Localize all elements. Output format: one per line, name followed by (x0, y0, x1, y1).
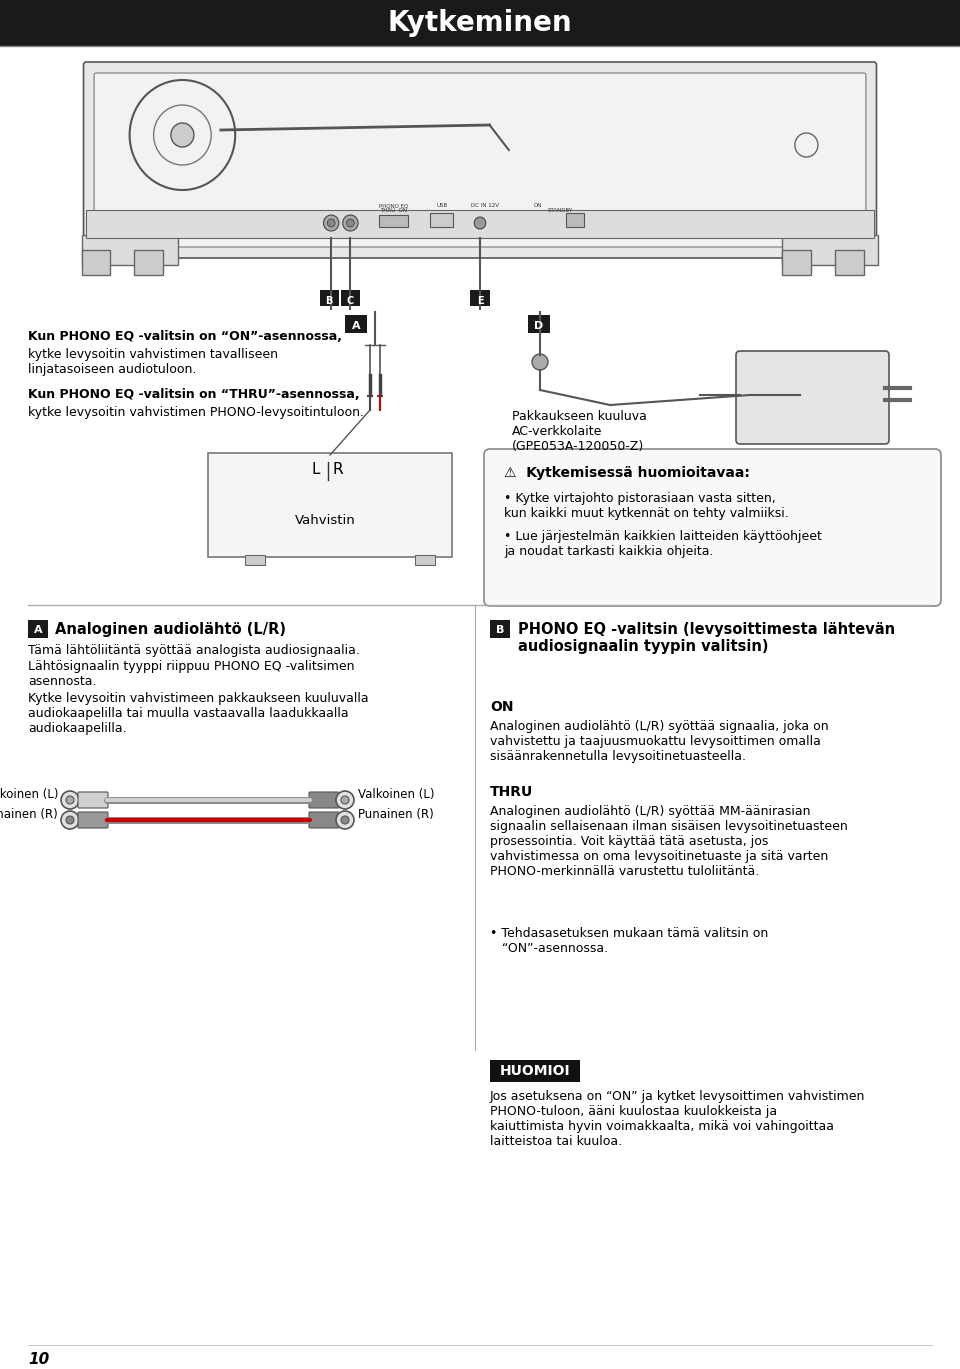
Text: Kytke levysoitin vahvistimeen pakkaukseen kuuluvalla
audiokaapelilla tai muulla : Kytke levysoitin vahvistimeen pakkauksee… (28, 691, 369, 735)
Bar (0, 0, 960, 47)
Text: • Lue järjestelmän kaikkien laitteiden käyttöohjeet
ja noudat tarkasti kaikkia o: • Lue järjestelmän kaikkien laitteiden k… (504, 530, 822, 559)
FancyBboxPatch shape (84, 62, 876, 257)
Text: C: C (347, 296, 354, 307)
Text: STANDBY: STANDBY (547, 208, 572, 214)
Bar (28, 620, 48, 638)
Text: kytke levysoitin vahvistimen tavalliseen
linjatasoiseen audiotuloon.: kytke levysoitin vahvistimen tavalliseen… (28, 348, 278, 376)
Text: Kytkeminen: Kytkeminen (388, 10, 572, 37)
Circle shape (532, 355, 548, 370)
Text: D: D (535, 320, 543, 331)
Text: PHONO EQ: PHONO EQ (379, 203, 408, 208)
Text: • Kytke virtajohto pistorasiaan vasta sitten,
kun kaikki muut kytkennät on tehty: • Kytke virtajohto pistorasiaan vasta si… (504, 491, 789, 520)
Circle shape (61, 791, 79, 809)
Bar (320, 290, 339, 307)
Text: Lähtösignaalin tyyppi riippuu PHONO EQ -valitsimen
asennosta.: Lähtösignaalin tyyppi riippuu PHONO EQ -… (28, 660, 354, 689)
Circle shape (61, 810, 79, 830)
Bar (82, 251, 110, 275)
Bar (490, 1060, 580, 1082)
FancyBboxPatch shape (208, 453, 452, 557)
Circle shape (66, 816, 74, 824)
Text: Jos asetuksena on “ON” ja kytket levysoittimen vahvistimen
PHONO-tuloon, ääni ku: Jos asetuksena on “ON” ja kytket levysoi… (490, 1090, 865, 1149)
Text: ⚠  Kytkemisessä huomioitavaa:: ⚠ Kytkemisessä huomioitavaa: (504, 465, 750, 481)
Circle shape (341, 816, 349, 824)
Text: Vahvistin: Vahvistin (295, 513, 355, 527)
Circle shape (347, 219, 354, 227)
Text: Kun PHONO EQ -valitsin on “ON”-asennossa,: Kun PHONO EQ -valitsin on “ON”-asennossa… (28, 330, 342, 344)
Text: Valkoinen (L): Valkoinen (L) (358, 789, 435, 801)
Text: R: R (332, 461, 343, 476)
Text: L: L (311, 461, 320, 476)
FancyBboxPatch shape (309, 812, 339, 828)
Text: ON: ON (534, 203, 541, 208)
Bar (835, 251, 864, 275)
FancyBboxPatch shape (78, 793, 108, 808)
Text: USB: USB (436, 203, 447, 208)
Bar (82, 235, 178, 266)
Text: kytke levysoitin vahvistimen PHONO-levysoitintuloon.: kytke levysoitin vahvistimen PHONO-levys… (28, 407, 364, 419)
Bar (245, 554, 265, 565)
Text: B: B (325, 296, 333, 307)
Circle shape (336, 791, 354, 809)
Text: Kun PHONO EQ -valitsin on “THRU”-asennossa,: Kun PHONO EQ -valitsin on “THRU”-asennos… (28, 387, 360, 401)
FancyBboxPatch shape (78, 812, 108, 828)
Text: E: E (477, 296, 483, 307)
Text: A: A (351, 320, 360, 331)
Text: THRU: THRU (490, 784, 533, 799)
Bar (566, 214, 584, 227)
Text: Pakkaukseen kuuluva
AC-verkkolaite
(GPE053A-120050-Z): Pakkaukseen kuuluva AC-verkkolaite (GPE0… (512, 409, 647, 453)
Text: A: A (34, 626, 42, 635)
Circle shape (336, 810, 354, 830)
Bar (528, 315, 550, 333)
Bar (470, 290, 490, 307)
Text: Punainen (R): Punainen (R) (358, 808, 434, 821)
Bar (782, 251, 811, 275)
Text: ON: ON (490, 700, 514, 715)
Circle shape (343, 215, 358, 231)
Text: THRU  ON: THRU ON (380, 208, 407, 214)
Circle shape (324, 215, 339, 231)
Text: Analoginen audiolähtö (L/R) syöttää MM-äänirasian
signaalin sellaisenaan ilman s: Analoginen audiolähtö (L/R) syöttää MM-ä… (490, 805, 848, 878)
Circle shape (327, 219, 335, 227)
Circle shape (474, 218, 486, 229)
Bar (345, 315, 367, 333)
FancyBboxPatch shape (309, 793, 339, 808)
Text: B: B (495, 626, 504, 635)
Bar (415, 554, 435, 565)
Text: Punainen (R): Punainen (R) (0, 808, 58, 821)
Circle shape (171, 123, 194, 146)
Circle shape (341, 795, 349, 804)
Text: HUOMIOI: HUOMIOI (500, 1064, 570, 1077)
Text: DC IN 12V: DC IN 12V (470, 203, 499, 208)
Text: Valkoinen (L): Valkoinen (L) (0, 789, 58, 801)
Bar (490, 620, 510, 638)
Text: Tämä lähtöliitäntä syöttää analogista audiosignaalia.: Tämä lähtöliitäntä syöttää analogista au… (28, 643, 360, 657)
Bar (134, 251, 163, 275)
Circle shape (66, 795, 74, 804)
Text: • Tehdasasetuksen mukaan tämä valitsin on
   “ON”-asennossa.: • Tehdasasetuksen mukaan tämä valitsin o… (490, 927, 768, 956)
FancyBboxPatch shape (484, 449, 941, 606)
Text: Analoginen audiolähtö (L/R) syöttää signaalia, joka on
vahvistettu ja taajuusmuo: Analoginen audiolähtö (L/R) syöttää sign… (490, 720, 828, 763)
Bar (782, 235, 878, 266)
Text: 10: 10 (28, 1353, 49, 1368)
FancyBboxPatch shape (94, 73, 866, 246)
Bar (341, 290, 360, 307)
Bar (379, 215, 408, 227)
Bar (430, 214, 453, 227)
FancyBboxPatch shape (736, 350, 889, 444)
Bar (86, 209, 874, 238)
Text: Analoginen audiolähtö (L/R): Analoginen audiolähtö (L/R) (55, 622, 286, 637)
Text: PHONO EQ -valitsin (levysoittimesta lähtevän
audiosignaalin tyypin valitsin): PHONO EQ -valitsin (levysoittimesta läht… (518, 622, 895, 654)
